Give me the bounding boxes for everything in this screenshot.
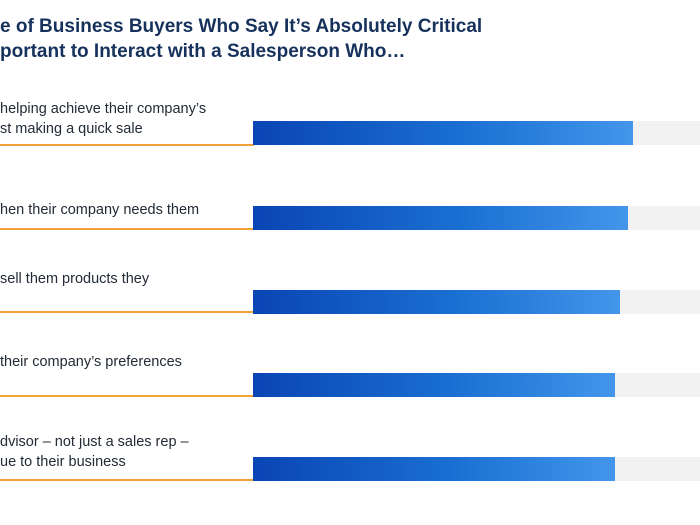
row-divider bbox=[0, 479, 254, 481]
bar-label-line: dvisor – not just a sales rep – bbox=[0, 434, 189, 450]
bar-label: their company’s preferences bbox=[0, 352, 250, 372]
row-divider bbox=[0, 311, 254, 313]
row-divider bbox=[0, 395, 254, 397]
bar-label-line: helping achieve their company’s bbox=[0, 101, 207, 117]
bar bbox=[253, 121, 633, 145]
bar bbox=[253, 206, 628, 230]
row-divider bbox=[0, 228, 254, 230]
bar bbox=[253, 457, 615, 481]
bar-label-line: their company’s preferences bbox=[0, 354, 182, 370]
bar-track bbox=[253, 457, 700, 481]
chart-title: e of Business Buyers Who Say It’s Absolu… bbox=[0, 14, 700, 64]
bar-label: helping achieve their company’s st making… bbox=[0, 99, 250, 139]
bar-track bbox=[253, 290, 700, 314]
bar bbox=[253, 373, 615, 397]
bar-label-line: st making a quick sale bbox=[0, 121, 143, 137]
bar-label: dvisor – not just a sales rep – ue to the… bbox=[0, 432, 250, 472]
bar-track bbox=[253, 373, 700, 397]
bar-label: hen their company needs them bbox=[0, 200, 250, 220]
bar-label-line: sell them products they bbox=[0, 271, 150, 287]
bar-label-line: ue to their business bbox=[0, 454, 126, 470]
chart-title-line-2: portant to Interact with a Salesperson W… bbox=[0, 41, 406, 62]
bar-track bbox=[253, 121, 700, 145]
row-divider bbox=[0, 144, 254, 146]
chart-title-line-1: e of Business Buyers Who Say It’s Absolu… bbox=[0, 16, 483, 37]
bar-label-line: hen their company needs them bbox=[0, 202, 200, 218]
bar-track bbox=[253, 206, 700, 230]
bar-label: sell them products they bbox=[0, 269, 250, 289]
bar bbox=[253, 290, 620, 314]
